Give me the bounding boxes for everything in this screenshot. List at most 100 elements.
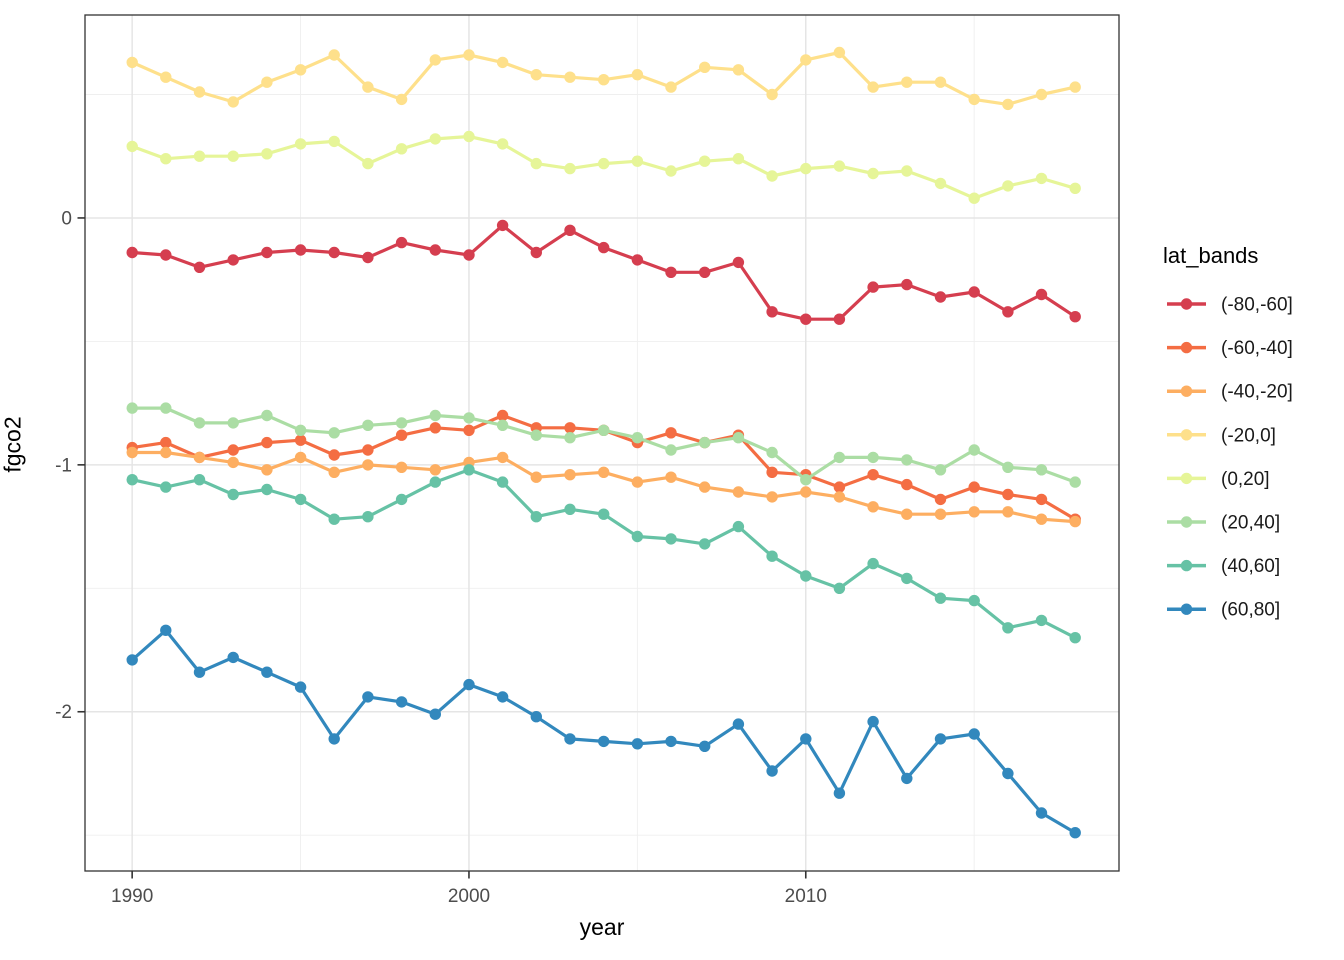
data-point-(-60,-40] — [833, 481, 846, 493]
data-point-(-20,0] — [126, 56, 138, 69]
data-point-(20,40] — [1035, 464, 1048, 476]
data-point-(-40,-20] — [1002, 506, 1014, 518]
data-point-(-20,0] — [766, 88, 778, 101]
data-point-(60,80] — [395, 696, 408, 708]
data-point-(-20,0] — [429, 54, 441, 66]
data-point-(-80,-60] — [530, 246, 542, 259]
data-point-(60,80] — [833, 787, 846, 799]
data-point-(60,80] — [631, 738, 644, 750]
data-point-(60,80] — [328, 733, 340, 745]
data-point-(-60,-40] — [227, 444, 239, 456]
panel-border — [84, 14, 1120, 872]
legend-key-point-(60,80] — [1180, 603, 1193, 615]
data-point-(40,60] — [496, 476, 509, 488]
data-point-(0,20] — [968, 192, 980, 204]
data-point-(60,80] — [362, 691, 374, 703]
data-point-(-60,-40] — [934, 493, 947, 506]
data-point-(-20,0] — [1035, 88, 1048, 101]
data-point-(20,40] — [429, 409, 441, 422]
data-point-(-60,-40] — [294, 434, 307, 446]
data-point-(0,20] — [833, 160, 846, 172]
data-point-(-40,-20] — [901, 508, 913, 520]
data-point-(20,40] — [463, 412, 475, 424]
data-point-(-40,-20] — [665, 471, 677, 483]
data-point-(20,40] — [193, 417, 206, 429]
x-tick-label: 1990 — [111, 886, 153, 907]
data-point-(-20,0] — [665, 81, 677, 93]
data-point-(-80,-60] — [934, 291, 947, 303]
data-point-(40,60] — [564, 503, 576, 515]
data-point-(20,40] — [598, 424, 610, 436]
data-point-(-40,-20] — [294, 451, 307, 464]
data-point-(0,20] — [261, 148, 273, 160]
data-point-(40,60] — [294, 493, 307, 506]
data-point-(-20,0] — [1002, 98, 1014, 111]
data-point-(-20,0] — [699, 61, 711, 73]
data-point-(-40,-20] — [328, 466, 340, 478]
data-point-(20,40] — [968, 444, 980, 456]
data-point-(-40,-20] — [261, 464, 273, 476]
data-point-(0,20] — [665, 165, 677, 177]
data-point-(60,80] — [867, 715, 879, 728]
data-point-(-20,0] — [968, 93, 980, 106]
data-point-(60,80] — [530, 711, 542, 723]
data-point-(-80,-60] — [395, 236, 408, 249]
data-point-(40,60] — [699, 538, 711, 550]
y-tick-label: -2 — [55, 702, 72, 723]
data-point-(-60,-40] — [496, 409, 509, 422]
data-point-(-20,0] — [934, 76, 947, 88]
data-point-(-60,-40] — [766, 466, 778, 478]
data-point-(20,40] — [901, 454, 913, 466]
data-point-(-20,0] — [833, 46, 846, 59]
legend-label-(0,20]: (0,20] — [1221, 469, 1270, 490]
legend-label-(-40,-20]: (-40,-20] — [1221, 382, 1293, 403]
legend-key-point-(-20,0] — [1180, 429, 1193, 441]
data-point-(40,60] — [800, 570, 812, 582]
data-point-(-40,-20] — [598, 466, 610, 478]
data-point-(-40,-20] — [362, 459, 374, 471]
data-point-(-80,-60] — [598, 241, 610, 254]
legend-label-(-20,0]: (-20,0] — [1221, 425, 1276, 446]
data-point-(-80,-60] — [126, 246, 138, 259]
data-point-(40,60] — [1002, 622, 1014, 634]
data-point-(40,60] — [631, 530, 644, 543]
data-point-(-40,-20] — [193, 451, 206, 464]
data-point-(20,40] — [294, 424, 307, 436]
data-point-(-20,0] — [261, 76, 273, 88]
data-point-(-40,-20] — [732, 486, 745, 498]
plot-panel — [85, 15, 1119, 871]
data-point-(40,60] — [227, 488, 239, 501]
data-point-(-20,0] — [530, 69, 542, 81]
data-point-(60,80] — [261, 666, 273, 678]
data-point-(-20,0] — [598, 74, 610, 86]
x-tick-label: 2000 — [448, 886, 490, 907]
data-point-(0,20] — [227, 150, 239, 162]
data-point-(-80,-60] — [631, 254, 644, 266]
data-point-(20,40] — [631, 432, 644, 444]
legend-key-point-(-40,-20] — [1180, 385, 1193, 397]
data-point-(-60,-40] — [463, 424, 475, 436]
y-tick-label: -1 — [55, 455, 72, 476]
data-point-(20,40] — [1069, 476, 1081, 488]
data-point-(20,40] — [395, 417, 408, 429]
data-point-(20,40] — [867, 451, 879, 464]
data-point-(0,20] — [598, 157, 610, 170]
data-point-(0,20] — [800, 162, 812, 175]
data-point-(40,60] — [732, 520, 745, 533]
data-point-(40,60] — [328, 513, 340, 525]
data-point-(-60,-40] — [1035, 493, 1048, 506]
data-point-(-20,0] — [631, 69, 644, 81]
data-point-(-40,-20] — [126, 446, 138, 459]
data-point-(-80,-60] — [901, 278, 913, 291]
data-point-(60,80] — [294, 681, 307, 693]
data-point-(-20,0] — [564, 71, 576, 83]
data-point-(-20,0] — [193, 86, 206, 98]
data-point-(0,20] — [294, 138, 307, 150]
data-point-(-80,-60] — [463, 249, 475, 261]
data-point-(-60,-40] — [429, 422, 441, 434]
data-point-(60,80] — [732, 718, 745, 730]
data-point-(0,20] — [328, 135, 340, 148]
data-point-(-40,-20] — [699, 481, 711, 493]
x-tick-label: 2010 — [785, 886, 827, 907]
